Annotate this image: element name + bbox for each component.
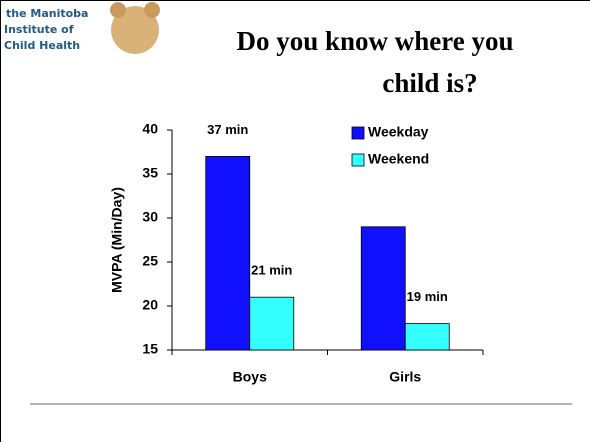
value-label: 21 min xyxy=(251,263,292,278)
logo-bear xyxy=(144,2,160,18)
x-tick-label: Girls xyxy=(389,369,421,385)
legend-swatch xyxy=(352,127,364,139)
legend-swatch xyxy=(352,154,364,166)
bar xyxy=(206,156,250,350)
logo-text: Institute of xyxy=(4,23,74,36)
legend-label: Weekday xyxy=(368,124,429,140)
legend-label: Weekend xyxy=(368,151,429,167)
bar xyxy=(250,297,294,350)
bar xyxy=(361,227,405,350)
y-axis-label: MVPA (Min/Day) xyxy=(109,187,125,293)
value-label: 37 min xyxy=(207,122,248,137)
slide: the Manitoba Institute of Child Health D… xyxy=(0,0,590,442)
logo-text: Child Health xyxy=(4,39,80,52)
x-tick-label: Boys xyxy=(233,369,267,385)
y-tick-label: 15 xyxy=(142,341,158,357)
y-tick-label: 40 xyxy=(142,121,158,137)
y-tick-label: 25 xyxy=(142,253,158,269)
y-tick-label: 30 xyxy=(142,209,158,225)
bar xyxy=(405,324,449,350)
logo-text: the Manitoba xyxy=(6,7,88,20)
logo: the Manitoba Institute of Child Health xyxy=(4,2,160,54)
annotation: 19 min xyxy=(407,289,448,304)
y-tick-label: 35 xyxy=(142,165,158,181)
y-tick-label: 20 xyxy=(142,297,158,313)
logo-bear xyxy=(110,2,126,18)
